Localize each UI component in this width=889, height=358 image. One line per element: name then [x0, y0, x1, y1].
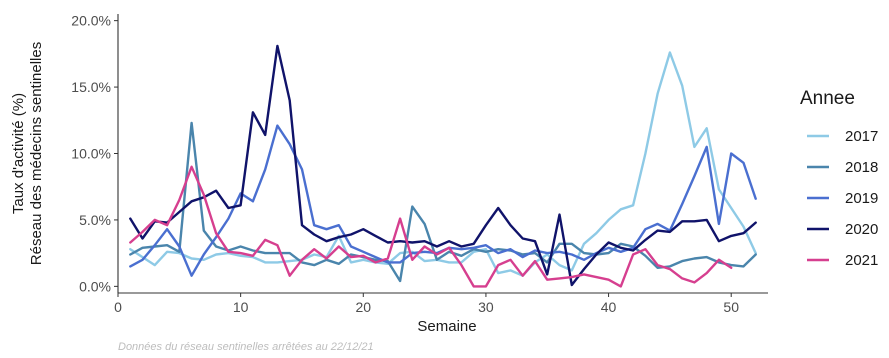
- y-axis: 0.0% 5.0% 10.0% 15.0% 20.0%: [71, 13, 119, 294]
- x-axis: 0 10 20 30 40 50: [114, 292, 768, 315]
- legend-label-2017: 2017: [845, 128, 878, 145]
- legend-label-2020: 2020: [845, 221, 878, 238]
- x-tick-label: 10: [233, 299, 249, 315]
- data-source-caption: Données du réseau sentinelles arrêtées a…: [118, 341, 374, 353]
- series-lines: [129, 44, 757, 288]
- series-line-2017: [129, 51, 757, 277]
- legend: Annee 2017 2018 2019 2020 2021: [800, 88, 878, 269]
- x-tick-label: 30: [478, 299, 494, 315]
- y-tick-label: 5.0%: [79, 212, 111, 228]
- y-tick-label: 0.0%: [79, 278, 111, 294]
- y-axis-title: Taux d'activité (%) Réseau des médecins s…: [10, 42, 45, 265]
- legend-label-2019: 2019: [845, 190, 878, 207]
- x-tick-label: 40: [601, 299, 617, 315]
- x-tick-label: 20: [355, 299, 371, 315]
- series-line-2020: [129, 44, 757, 287]
- legend-title: Annee: [800, 88, 855, 109]
- y-axis-title-line: Réseau des médecins sentinelles: [28, 42, 45, 265]
- series-line-2018: [129, 121, 757, 283]
- y-tick-label: 15.0%: [71, 79, 111, 95]
- legend-label-2018: 2018: [845, 159, 878, 176]
- legend-label-2021: 2021: [845, 252, 878, 269]
- y-tick-label: 10.0%: [71, 146, 111, 162]
- y-axis-title-line: Taux d'activité (%): [10, 93, 27, 214]
- x-axis-title: Semaine: [417, 318, 476, 335]
- y-tick-label: 20.0%: [71, 13, 111, 29]
- x-tick-label: 50: [723, 299, 739, 315]
- series-line-2021: [129, 165, 733, 288]
- x-tick-label: 0: [114, 299, 122, 315]
